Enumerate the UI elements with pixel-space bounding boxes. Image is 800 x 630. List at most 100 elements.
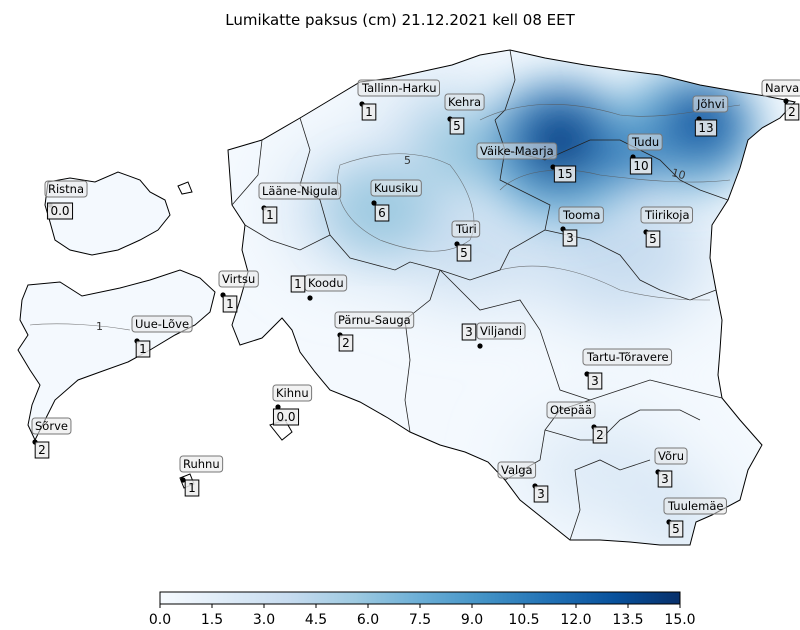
station-marker[interactable]: Jõhvi 13	[692, 95, 729, 137]
station-marker[interactable]: Virtsu 1	[218, 270, 259, 313]
station-value: 3	[566, 231, 574, 245]
station-marker[interactable]: Kehra 5	[444, 93, 485, 135]
colorbar: 0.0 1.5 3.0 4.5 6.0 7.5 9.0 10.5 12.0 13.5 15.0	[149, 591, 696, 628]
station-marker[interactable]: Tallinn-Harku 1	[357, 79, 440, 121]
station-name: Tallinn-Harku	[361, 81, 437, 95]
station-marker[interactable]: Otepää 2	[546, 401, 608, 444]
station-marker[interactable]: Ristna 0.0	[44, 180, 88, 220]
station-marker[interactable]: Narva 2	[761, 79, 800, 121]
station-value: 3	[661, 472, 669, 486]
colorbar-tick-label: 10.5	[508, 612, 539, 628]
station-name: Tudu	[631, 135, 659, 149]
station-name-box	[582, 348, 673, 366]
station-marker[interactable]: Ruhnu 1	[179, 455, 224, 497]
station-name: Võru	[658, 449, 684, 463]
station-dot	[783, 98, 789, 104]
station-value-box	[645, 230, 661, 248]
colorbar-tick-label: 4.5	[305, 612, 327, 628]
station-name-box	[497, 461, 537, 479]
station-value: 2	[596, 428, 604, 442]
station-value: 5	[460, 246, 468, 260]
station-value-box	[184, 479, 200, 497]
station-name-box	[357, 79, 440, 97]
station-value-box	[338, 334, 354, 352]
station-marker[interactable]: Tiirikoja 5	[640, 206, 694, 248]
station-marker[interactable]: Võru 3	[654, 447, 688, 488]
station-name: Ristna	[48, 182, 84, 196]
station-name-box	[476, 322, 526, 340]
contour-label: 5	[404, 154, 411, 167]
colorbar-gradient	[159, 591, 681, 605]
station-value: 2	[342, 336, 350, 350]
station-name: Sõrve	[35, 419, 68, 433]
station-marker[interactable]: Türi 5	[451, 220, 481, 262]
station-value-box	[533, 485, 549, 503]
station-name-box	[258, 182, 342, 200]
station-value-box	[272, 408, 300, 426]
station-name-box	[272, 384, 313, 402]
station-name-box	[451, 220, 481, 238]
station-name-box	[131, 315, 193, 333]
station-name: Uue-Lõve	[135, 317, 189, 331]
station-name: Narva	[765, 81, 799, 95]
station-value-box	[592, 426, 608, 444]
station-name-box	[654, 447, 688, 465]
station-name: Tooma	[562, 208, 600, 222]
station-value-box	[290, 275, 306, 293]
station-value-box	[449, 117, 465, 135]
station-value-box	[456, 244, 472, 262]
station-name: Türi	[455, 222, 477, 236]
station-marker[interactable]: Uue-Lõve 1	[131, 315, 193, 358]
station-name-box	[627, 133, 663, 151]
station-name-box	[31, 417, 72, 435]
station-marker[interactable]: Kuusiku 6	[370, 179, 422, 222]
station-marker[interactable]: Tooma 3	[558, 206, 604, 247]
station-value: 1	[226, 297, 234, 311]
station-marker[interactable]: Valga 3	[497, 461, 549, 503]
station-name-box	[761, 79, 800, 97]
station-value: 13	[698, 121, 713, 135]
station-value-box	[361, 103, 377, 121]
station-marker[interactable]: Koodu 1	[290, 274, 348, 301]
station-value: 1	[139, 342, 147, 356]
station-name-box	[558, 206, 604, 224]
station-value: 3	[591, 374, 599, 388]
station-value-box	[629, 157, 653, 175]
station-value: 2	[788, 105, 796, 119]
station-name: Pärnu-Sauga	[338, 313, 411, 327]
station-value: 1	[294, 277, 302, 291]
station-value: 1	[266, 208, 274, 222]
station-value: 0.0	[276, 410, 295, 424]
station-marker[interactable]: Pärnu-Sauga 2	[334, 311, 415, 352]
colorbar-tick-label: 1.5	[201, 612, 223, 628]
station-value-box	[374, 204, 390, 222]
station-name: Viljandi	[480, 324, 522, 338]
station-value-box	[222, 295, 238, 313]
station-name: Valga	[501, 463, 533, 477]
contour-label: 1	[96, 320, 103, 333]
colorbar-tick-label: 6.0	[357, 612, 379, 628]
station-dot	[371, 200, 377, 206]
station-layer: Tallinn-Harku1Kehra5Narva2Jõhvi13Väike-M…	[31, 79, 800, 538]
station-marker[interactable]: Viljandi 3	[461, 322, 526, 349]
station-marker[interactable]: Lääne-Nigula 1	[258, 182, 342, 224]
station-name-box	[546, 401, 596, 419]
station-name-box	[370, 179, 422, 197]
station-marker[interactable]: Kihnu 0.0	[272, 384, 313, 426]
station-value-box	[784, 103, 800, 121]
station-name: Tartu-Tõravere	[586, 350, 669, 364]
station-value: 15	[557, 167, 572, 181]
station-marker[interactable]: Tuulemäe 5	[663, 497, 727, 538]
station-value-box	[657, 470, 673, 488]
station-name: Kuusiku	[374, 181, 418, 195]
colorbar-tick-label: 3.0	[253, 612, 275, 628]
station-value-box	[461, 323, 477, 341]
station-value-box	[135, 340, 151, 358]
station-marker[interactable]: Tudu 10	[627, 133, 663, 175]
station-marker[interactable]: Tartu-Tõravere 3	[582, 348, 673, 390]
station-name: Ruhnu	[183, 457, 220, 471]
station-name: Lääne-Nigula	[262, 184, 338, 198]
station-marker[interactable]: Sõrve 2	[31, 417, 72, 459]
